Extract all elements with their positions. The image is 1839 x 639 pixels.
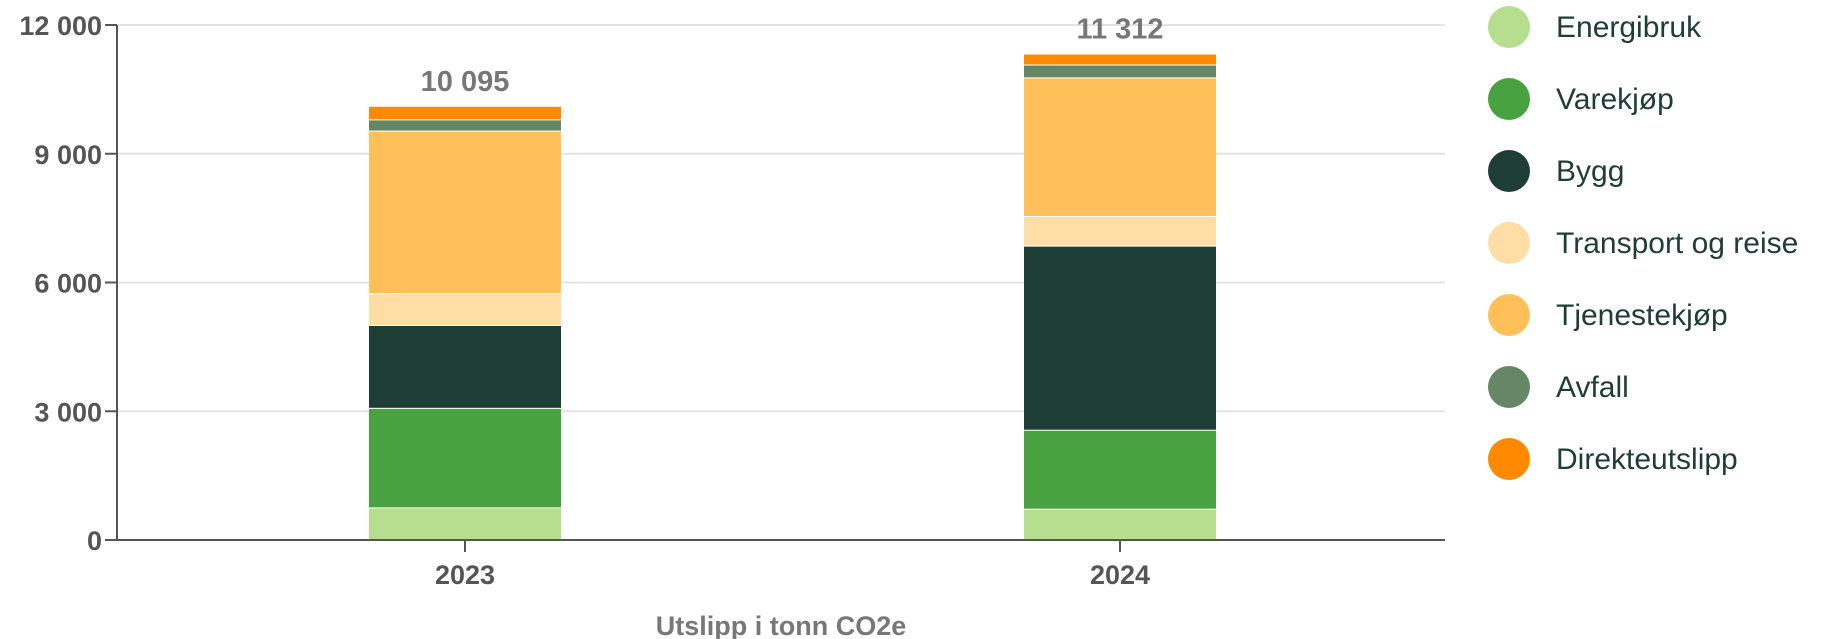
bar-segment-tjenestekjøp — [369, 130, 561, 294]
legend-swatch — [1488, 438, 1530, 480]
legend-label: Varekjøp — [1556, 83, 1674, 116]
bar-segment-bygg — [1024, 245, 1216, 430]
y-tick-label: 9 000 — [34, 140, 102, 170]
legend-label: Bygg — [1556, 155, 1624, 188]
y-tick-label: 3 000 — [34, 397, 102, 427]
legend-swatch — [1488, 6, 1530, 48]
x-category-label: 2024 — [1090, 560, 1150, 590]
bar-segment-avfall — [369, 119, 561, 131]
legend: Energibruk Varekjøp Bygg Transport og reise… — [1488, 6, 1798, 480]
gridlines — [117, 24, 1445, 413]
bar-segment-direkteutslipp — [1024, 54, 1216, 65]
y-tick-label: 0 — [87, 526, 102, 556]
legend-label: Tjenestekjøp — [1556, 299, 1728, 332]
x-category-label: 2023 — [435, 560, 495, 590]
legend-label: Energibruk — [1556, 11, 1702, 44]
bar-segment-varekjøp — [369, 407, 561, 508]
bar-segment-energibruk — [1024, 508, 1216, 540]
legend-swatch — [1488, 150, 1530, 192]
bar-segment-varekjøp — [1024, 429, 1216, 509]
x-axis-categories: 2023 2024 — [435, 540, 1150, 590]
bars — [369, 54, 1216, 540]
bar-total-label: 11 312 — [1076, 14, 1163, 46]
y-tick-label: 12 000 — [19, 11, 102, 41]
bar-segment-direkteutslipp — [369, 106, 561, 120]
bar-segment-energibruk — [369, 507, 561, 540]
bar-total-label: 10 095 — [421, 66, 510, 98]
legend-swatch — [1488, 222, 1530, 264]
legend-label: Avfall — [1556, 371, 1629, 404]
bar-segment-transport-og-reise — [1024, 215, 1216, 246]
bar-segment-avfall — [1024, 64, 1216, 78]
bar-segment-transport-og-reise — [369, 293, 561, 325]
legend-label: Direkteutslipp — [1556, 443, 1738, 476]
bar-totals: 10 095 11 312 — [421, 14, 1164, 98]
x-axis-title: Utslipp i tonn CO2e — [656, 611, 907, 639]
legend-swatch — [1488, 294, 1530, 336]
legend-label: Transport og reise — [1556, 227, 1798, 260]
legend-swatch — [1488, 78, 1530, 120]
y-axis-ticks: 0 3 000 6 000 9 000 12 000 — [19, 11, 117, 556]
bar-segment-tjenestekjøp — [1024, 77, 1216, 216]
legend-swatch — [1488, 366, 1530, 408]
y-tick-label: 6 000 — [34, 269, 102, 299]
bar-segment-bygg — [369, 324, 561, 408]
